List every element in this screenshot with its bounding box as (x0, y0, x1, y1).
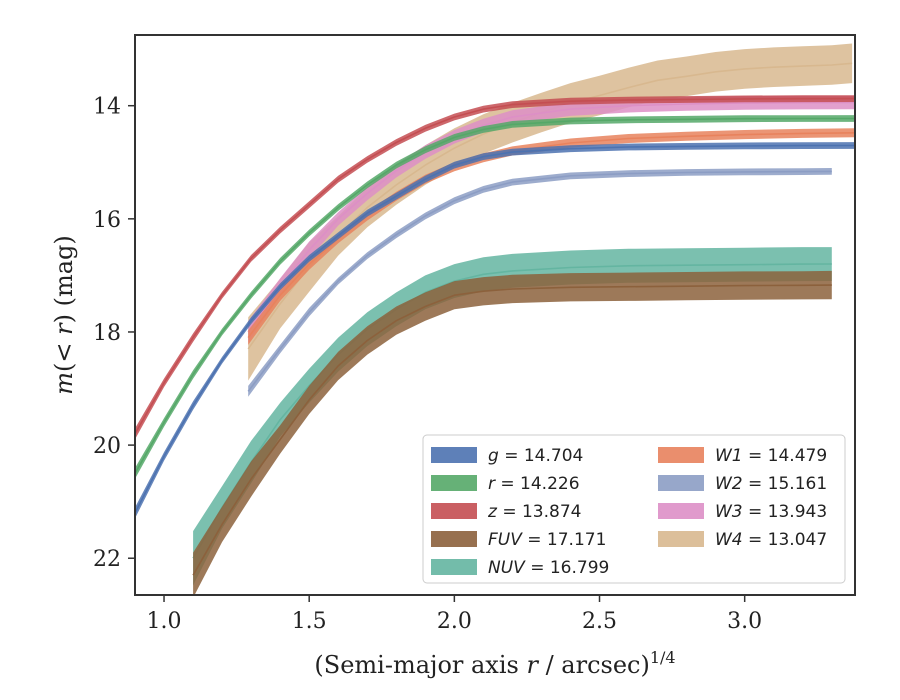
series-line-g (135, 144, 855, 514)
legend-symbol: g (488, 446, 499, 466)
x-tick-label: 3.0 (727, 609, 762, 634)
y-tick-label: 16 (93, 208, 121, 233)
legend-swatch-W3 (658, 503, 704, 519)
y-axis-label-open: ( (50, 363, 78, 372)
series-band-NUV (193, 247, 832, 586)
legend-label-z: z = 13.874 (487, 502, 581, 522)
legend-value: = 14.704 (499, 446, 584, 466)
legend-label-W2: W2 = 15.161 (715, 474, 827, 494)
x-tick-label: 1.0 (147, 609, 182, 634)
legend-value: = 13.874 (497, 502, 582, 522)
legend-box (422, 434, 846, 584)
x-axis-label-var: r (526, 651, 539, 679)
y-tick-label: 18 (93, 321, 121, 346)
legend-swatch-g (431, 447, 477, 463)
legend-value: = 17.171 (522, 530, 607, 550)
legend-label-NUV: NUV = 16.799 (488, 558, 609, 578)
legend-swatch-NUV (431, 559, 477, 575)
x-axis-label: (Semi-major axis r / arcsec)1/4 (314, 648, 675, 679)
legend-symbol: z (487, 502, 498, 522)
legend-swatch-W1 (658, 447, 704, 463)
x-axis-label-rest: / arcsec) (538, 651, 650, 679)
legend-label-W1: W1 = 14.479 (715, 446, 827, 466)
legend-swatch-W2 (658, 475, 704, 491)
legend-symbol: r (488, 474, 496, 494)
y-tick-label: 14 (93, 95, 121, 120)
legend-label-r: r = 14.226 (488, 474, 580, 494)
legend-label-FUV: FUV = 17.171 (488, 530, 606, 550)
x-tick-label: 2.5 (582, 609, 617, 634)
y-axis-label-func: m (50, 372, 78, 395)
y-axis-label-close: ) (50, 314, 78, 323)
legend-symbol: FUV (488, 530, 523, 550)
y-axis-label: m(< r) (mag) (50, 235, 78, 395)
series-layer (135, 43, 855, 595)
legend-value: = 16.799 (525, 558, 610, 578)
y-tick-label: 20 (93, 434, 121, 459)
x-axis: 1.0 1.5 2.0 2.5 3.0 (147, 595, 762, 634)
legend-symbol: W4 (715, 530, 743, 550)
legend-swatch-r (431, 475, 477, 491)
legend-symbol: W3 (715, 502, 743, 522)
series-line-FUV (192, 284, 832, 576)
x-axis-label-main: (Semi-major axis (314, 651, 526, 679)
legend-swatch-FUV (431, 531, 477, 547)
series-line-NUV (192, 263, 832, 559)
legend-symbol: W1 (715, 446, 743, 466)
series-band-FUV (193, 270, 832, 595)
legend-label-g: g = 14.704 (488, 446, 583, 466)
legend-symbol: W2 (715, 474, 743, 494)
x-tick-label: 2.0 (437, 609, 472, 634)
legend-label-W3: W3 = 13.943 (715, 502, 827, 522)
y-axis-label-var: r (50, 322, 78, 335)
series-line-z (135, 97, 855, 435)
y-axis-label-unit: (mag) (50, 235, 78, 314)
legend-value: = 14.226 (495, 474, 580, 494)
y-tick-label: 22 (93, 547, 121, 572)
legend-value: = 15.161 (743, 474, 828, 494)
legend-value: = 13.047 (743, 530, 828, 550)
legend-value: = 14.479 (743, 446, 828, 466)
y-axis: 14 16 18 20 22 (93, 95, 135, 572)
legend-label-W4: W4 = 13.047 (715, 530, 827, 550)
plot-frame (134, 34, 856, 596)
x-axis-label-sup: 1/4 (650, 648, 676, 667)
legend-swatch-z (431, 503, 477, 519)
series-line-r (135, 117, 855, 474)
x-tick-label: 1.5 (292, 609, 327, 634)
y-axis-label-lt: < (50, 335, 78, 363)
legend-value: = 13.943 (743, 502, 828, 522)
legend-swatch-W4 (658, 531, 704, 547)
series-line-W2 (247, 170, 832, 392)
legend-symbol: NUV (488, 558, 526, 578)
